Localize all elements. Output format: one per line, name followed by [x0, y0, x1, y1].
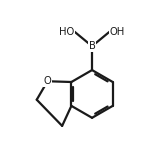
- Text: OH: OH: [110, 27, 125, 36]
- Text: O: O: [44, 76, 51, 86]
- Text: B: B: [89, 41, 95, 51]
- Text: HO: HO: [59, 27, 74, 36]
